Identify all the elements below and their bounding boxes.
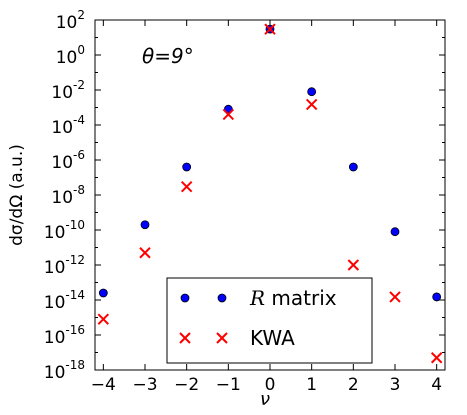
data-point-kwa: [264, 23, 276, 35]
legend-label-kwa: KWA: [250, 326, 295, 350]
x-axis-ticks: −4 −3 −2 −1 0 1 2 3 4: [91, 20, 442, 395]
y-tick-label: 10-6: [51, 148, 85, 173]
y-tick-exponent: -10: [65, 218, 85, 232]
x-tick-label: −3: [132, 375, 157, 395]
data-point-r-matrix: [432, 292, 442, 302]
y-tick-base: 10: [51, 83, 73, 103]
data-point-r-matrix: [98, 288, 108, 298]
x-tick-label: −4: [91, 375, 116, 395]
x-axis-label: ν: [260, 389, 270, 410]
y-tick-exponent: -8: [73, 183, 85, 197]
data-point-kwa: [430, 352, 443, 364]
y-tick-exponent: -4: [73, 113, 85, 127]
y-tick-base: 10: [44, 328, 66, 348]
data-point-kwa: [389, 291, 401, 303]
y-tick-label: 10-2: [51, 78, 85, 103]
legend-marker-kwa-2: [216, 332, 228, 344]
y-tick-exponent: 0: [77, 43, 85, 57]
legend-marker-r-matrix-2: [217, 293, 227, 303]
legend-marker-kwa-1: [179, 332, 191, 344]
angle-annotation: θ=9°: [142, 44, 194, 68]
x-tick-label: −2: [174, 375, 199, 395]
y-tick-exponent: -16: [65, 323, 85, 337]
data-point-r-matrix: [307, 87, 317, 97]
y-tick-exponent: -2: [73, 78, 85, 92]
legend-label-r-italic: R: [249, 286, 265, 310]
data-point-kwa: [305, 98, 318, 111]
y-tick-exponent: 2: [77, 8, 85, 22]
y-tick-base: 10: [51, 118, 73, 138]
y-tick-base: 10: [44, 258, 66, 278]
y-tick-label: 10-8: [51, 183, 85, 208]
y-tick-base: 10: [44, 293, 66, 313]
legend-marker-r-matrix-1: [180, 293, 190, 303]
legend-box: [166, 277, 373, 364]
y-tick-base: 10: [56, 48, 78, 68]
x-tick-label: 0: [265, 375, 276, 395]
y-tick-label: 10-16: [44, 323, 85, 348]
x-tick-label: 1: [306, 375, 317, 395]
data-point-kwa: [347, 259, 360, 271]
x-tick-label: 3: [390, 375, 401, 395]
y-tick-label: 10-14: [44, 288, 85, 313]
data-point-r-matrix: [140, 220, 150, 230]
y-tick-base: 10: [51, 188, 73, 208]
data-point-r-matrix: [390, 227, 400, 237]
y-tick-label: 100: [56, 43, 85, 68]
y-tick-label: 10-12: [44, 253, 85, 278]
y-tick-exponent: -12: [65, 253, 85, 267]
data-point-kwa: [180, 180, 193, 193]
y-tick-exponent: -18: [65, 358, 85, 372]
data-point-kwa: [139, 247, 151, 259]
x-tick-label: 4: [431, 375, 442, 395]
y-tick-base: 10: [51, 153, 73, 173]
data-point-kwa: [97, 313, 110, 325]
y-tick-label: 102: [56, 8, 85, 33]
legend-label-r-matrix: R matrix: [249, 286, 337, 310]
x-tick-label: 2: [348, 375, 359, 395]
series-layer: [97, 23, 443, 364]
legend-label-r-rest: matrix: [265, 286, 337, 310]
y-tick-base: 10: [56, 13, 78, 33]
y-tick-label: 10-18: [44, 358, 85, 383]
x-tick-label: −1: [216, 375, 241, 395]
data-point-r-matrix: [348, 162, 358, 172]
data-point-r-matrix: [182, 162, 192, 172]
y-axis-ticks: 10210010-210-410-610-810-1010-1210-1410-…: [44, 8, 445, 383]
series-kwa: [97, 23, 443, 364]
y-tick-base: 10: [44, 223, 66, 243]
y-tick-label: 10-4: [51, 113, 85, 138]
legend: R matrix KWA: [166, 277, 373, 364]
y-tick-base: 10: [44, 363, 66, 383]
y-tick-label: 10-10: [44, 218, 85, 243]
y-tick-exponent: -14: [65, 288, 85, 302]
y-tick-exponent: -6: [73, 148, 85, 162]
data-point-kwa: [222, 108, 235, 121]
y-axis-label: dσ/dΩ (a.u.): [7, 144, 27, 246]
